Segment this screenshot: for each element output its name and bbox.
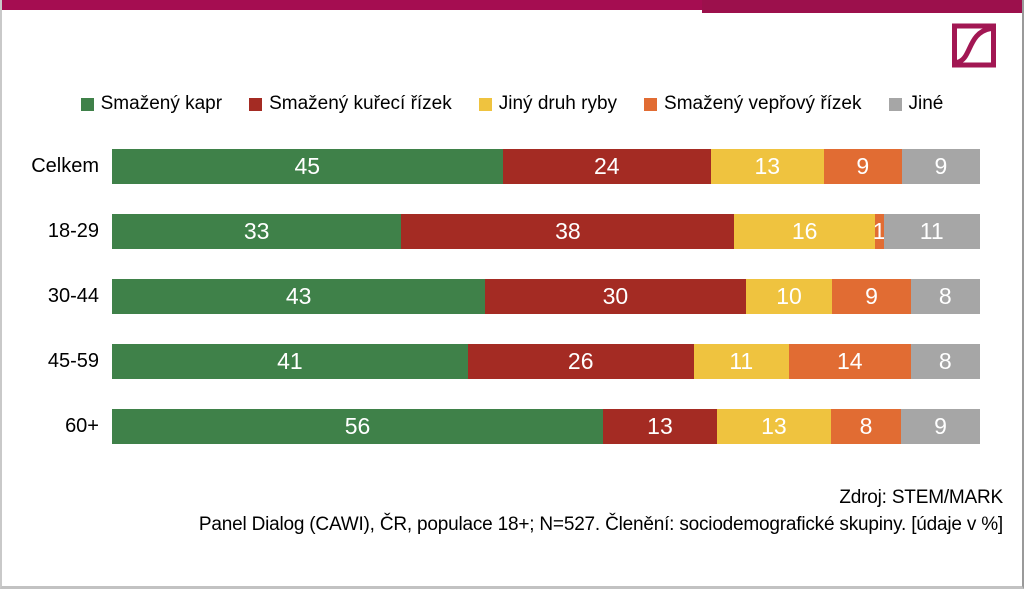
legend-label: Smažený kapr (100, 93, 223, 114)
legend-item-3: Smažený vepřový řízek (644, 93, 862, 115)
chart-rows: Celkem 45 24 13 9 9 18-29 33 38 16 1 11 30-44 43 30 10 9… (2, 134, 980, 459)
bar-row-18-29: 18-29 33 38 16 1 11 (2, 199, 980, 264)
source-line: Zdroj: STEM/MARK (839, 487, 1003, 508)
bar-segment-3: 8 (830, 409, 902, 444)
bar-segment-4: 11 (883, 214, 980, 249)
bar-segment-4: 9 (901, 409, 980, 444)
bar-segment-2: 10 (745, 279, 833, 314)
bar-segment-3: 9 (823, 149, 902, 184)
bar-segment-2: 16 (734, 214, 875, 249)
bar-segment-2: 13 (710, 149, 824, 184)
row-label: Celkem (31, 155, 99, 177)
legend-label: Jiný druh ryby (498, 93, 618, 114)
bar-segment-2: 13 (716, 409, 831, 444)
bar-track: 56 13 13 8 9 (112, 409, 980, 444)
legend-item-1: Smažený kuřecí řízek (249, 93, 452, 115)
bar-row-60+: 60+ 56 13 13 8 9 (2, 394, 980, 459)
bar-track: 45 24 13 9 9 (112, 149, 980, 184)
bar-segment-0: 41 (112, 344, 468, 379)
header-band (2, 0, 1022, 10)
bar-track: 41 26 11 14 8 (112, 344, 980, 379)
bar-segment-2: 11 (693, 344, 790, 379)
bar-track: 43 30 10 9 8 (112, 279, 980, 314)
legend-label: Smažený kuřecí řízek (269, 93, 452, 114)
bar-segment-0: 33 (112, 214, 402, 249)
legend-label: Jiné (908, 93, 944, 114)
bar-segment-1: 24 (502, 149, 711, 184)
legend-swatch-icon (249, 97, 263, 111)
bar-segment-1: 30 (485, 279, 746, 314)
legend: Smažený kapr Smažený kuřecí řízek Jiný dru… (2, 93, 1022, 115)
bar-segment-4: 8 (910, 279, 980, 314)
source-note: Zdroj: STEM/MARK Panel Dialog (CAWI), ČR… (199, 484, 1003, 538)
bar-segment-3: 9 (832, 279, 911, 314)
row-label: 45-59 (47, 350, 99, 372)
bar-segment-3: 14 (789, 344, 911, 379)
bar-segment-0: 43 (112, 279, 486, 314)
legend-swatch-icon (644, 97, 658, 111)
legend-item-0: Smažený kapr (80, 93, 223, 115)
stem-mark-logo (952, 23, 996, 68)
legend-swatch-icon (888, 97, 902, 111)
bar-track: 33 38 16 1 11 (112, 214, 980, 249)
bar-row-Celkem: Celkem 45 24 13 9 9 (2, 134, 980, 199)
bar-segment-1: 13 (602, 409, 717, 444)
bar-segment-3: 1 (873, 214, 886, 249)
bar-segment-0: 45 (112, 149, 503, 184)
row-label: 30-44 (47, 285, 99, 307)
legend-swatch-icon (80, 97, 94, 111)
legend-label: Smažený vepřový řízek (664, 93, 862, 114)
bar-segment-0: 56 (112, 409, 603, 444)
bar-row-30-44: 30-44 43 30 10 9 8 (2, 264, 980, 329)
row-label: 18-29 (47, 220, 99, 242)
legend-item-4: Jiné (888, 93, 944, 115)
bar-segment-4: 8 (910, 344, 980, 379)
bar-segment-1: 38 (401, 214, 735, 249)
legend-swatch-icon (478, 97, 492, 111)
bar-row-45-59: 45-59 41 26 11 14 8 (2, 329, 980, 394)
row-label: 60+ (65, 415, 99, 437)
bar-segment-1: 26 (467, 344, 694, 379)
legend-item-2: Jiný druh ryby (478, 93, 618, 115)
bar-segment-4: 9 (901, 149, 980, 184)
header-band-right (702, 0, 1022, 13)
note-line: Panel Dialog (CAWI), ČR, populace 18+; N… (198, 514, 1003, 535)
